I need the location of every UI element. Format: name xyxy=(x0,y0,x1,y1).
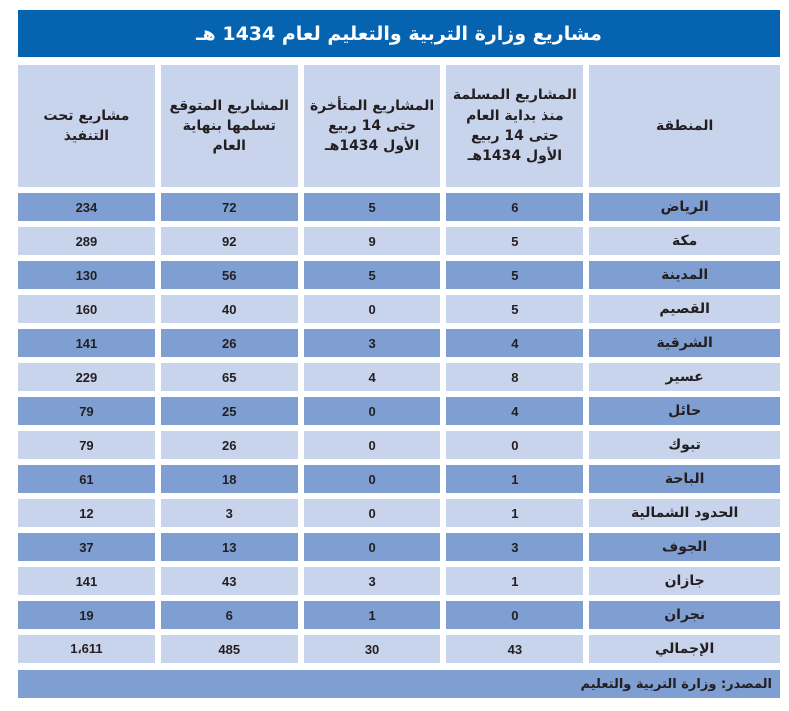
table-row: الرياض 6 5 72 234 xyxy=(18,193,780,221)
cell-under-execution: 37 xyxy=(18,533,155,561)
cell-delayed: 0 xyxy=(303,295,441,323)
cell-under-execution: 79 xyxy=(18,431,155,459)
cell-expected: 6 xyxy=(160,601,298,629)
cell-delayed: 30 xyxy=(303,635,441,663)
cell-expected: 56 xyxy=(160,261,298,289)
cell-under-execution: 1،611 xyxy=(18,635,155,663)
cell-expected: 26 xyxy=(160,329,298,357)
header-delayed: المشاريع المتأخرة حتى 14 ربيع الأول 1434… xyxy=(303,65,441,187)
cell-delayed: 0 xyxy=(303,499,441,527)
cell-delayed: 0 xyxy=(303,397,441,425)
cell-under-execution: 79 xyxy=(18,397,155,425)
cell-under-execution: 229 xyxy=(18,363,155,391)
cell-delayed: 3 xyxy=(303,329,441,357)
table-row: جازان 1 3 43 141 xyxy=(18,567,780,595)
cell-region: الإجمالي xyxy=(589,635,780,663)
table-row: نجران 0 1 6 19 xyxy=(18,601,780,629)
cell-region: جازان xyxy=(589,567,780,595)
cell-expected: 26 xyxy=(160,431,298,459)
cell-delivered: 5 xyxy=(446,227,584,255)
cell-delivered: 43 xyxy=(446,635,584,663)
total-row: الإجمالي 43 30 485 1،611 xyxy=(18,635,780,663)
cell-delivered: 4 xyxy=(446,329,584,357)
cell-under-execution: 130 xyxy=(18,261,155,289)
cell-delivered: 0 xyxy=(446,431,584,459)
table-row: الشرقية 4 3 26 141 xyxy=(18,329,780,357)
table-title: مشاريع وزارة التربية والتعليم لعام 1434 … xyxy=(18,10,780,57)
header-region: المنطقة xyxy=(589,65,780,187)
cell-region: القصيم xyxy=(589,295,780,323)
cell-region: تبوك xyxy=(589,431,780,459)
header-under-execution: مشاريع تحت التنفيذ xyxy=(18,65,155,187)
cell-region: الباحة xyxy=(589,465,780,493)
cell-delivered: 8 xyxy=(446,363,584,391)
table-row: القصيم 5 0 40 160 xyxy=(18,295,780,323)
cell-under-execution: 234 xyxy=(18,193,155,221)
cell-expected: 485 xyxy=(160,635,298,663)
cell-delivered: 1 xyxy=(446,499,584,527)
cell-delayed: 0 xyxy=(303,431,441,459)
cell-expected: 40 xyxy=(160,295,298,323)
cell-under-execution: 160 xyxy=(18,295,155,323)
cell-expected: 72 xyxy=(160,193,298,221)
table-row: الباحة 1 0 18 61 xyxy=(18,465,780,493)
cell-region: حائل xyxy=(589,397,780,425)
cell-delivered: 3 xyxy=(446,533,584,561)
cell-delivered: 1 xyxy=(446,567,584,595)
cell-region: الرياض xyxy=(589,193,780,221)
cell-expected: 3 xyxy=(160,499,298,527)
cell-region: عسير xyxy=(589,363,780,391)
cell-delayed: 0 xyxy=(303,533,441,561)
cell-under-execution: 12 xyxy=(18,499,155,527)
cell-delivered: 0 xyxy=(446,601,584,629)
projects-table: المنطقة المشاريع المسلمة منذ بداية العام… xyxy=(18,65,780,669)
cell-delayed: 5 xyxy=(303,261,441,289)
cell-delivered: 1 xyxy=(446,465,584,493)
cell-under-execution: 19 xyxy=(18,601,155,629)
cell-expected: 92 xyxy=(160,227,298,255)
table-row: الحدود الشمالية 1 0 3 12 xyxy=(18,499,780,527)
table-row: المدينة 5 5 56 130 xyxy=(18,261,780,289)
cell-delivered: 6 xyxy=(446,193,584,221)
cell-region: الشرقية xyxy=(589,329,780,357)
table-row: مكة 5 9 92 289 xyxy=(18,227,780,255)
cell-expected: 25 xyxy=(160,397,298,425)
cell-expected: 18 xyxy=(160,465,298,493)
table-row: حائل 4 0 25 79 xyxy=(18,397,780,425)
cell-under-execution: 141 xyxy=(18,329,155,357)
cell-delayed: 5 xyxy=(303,193,441,221)
cell-delayed: 0 xyxy=(303,465,441,493)
cell-under-execution: 141 xyxy=(18,567,155,595)
cell-under-execution: 61 xyxy=(18,465,155,493)
table-row: الجوف 3 0 13 37 xyxy=(18,533,780,561)
table-header-row: المنطقة المشاريع المسلمة منذ بداية العام… xyxy=(18,65,780,187)
header-expected: المشاريع المتوقع تسلمها بنهاية العام xyxy=(160,65,298,187)
cell-region: الحدود الشمالية xyxy=(589,499,780,527)
cell-delivered: 5 xyxy=(446,261,584,289)
cell-delayed: 1 xyxy=(303,601,441,629)
cell-expected: 43 xyxy=(160,567,298,595)
cell-region: الجوف xyxy=(589,533,780,561)
cell-delivered: 5 xyxy=(446,295,584,323)
cell-region: مكة xyxy=(589,227,780,255)
cell-delayed: 9 xyxy=(303,227,441,255)
cell-expected: 13 xyxy=(160,533,298,561)
table-row: عسير 8 4 65 229 xyxy=(18,363,780,391)
cell-delivered: 4 xyxy=(446,397,584,425)
source-note: المصدر: وزارة التربية والتعليم xyxy=(18,670,780,698)
cell-under-execution: 289 xyxy=(18,227,155,255)
cell-region: المدينة xyxy=(589,261,780,289)
header-delivered: المشاريع المسلمة منذ بداية العام حتى 14 … xyxy=(446,65,584,187)
cell-delayed: 4 xyxy=(303,363,441,391)
table-row: تبوك 0 0 26 79 xyxy=(18,431,780,459)
cell-region: نجران xyxy=(589,601,780,629)
cell-delayed: 3 xyxy=(303,567,441,595)
cell-expected: 65 xyxy=(160,363,298,391)
